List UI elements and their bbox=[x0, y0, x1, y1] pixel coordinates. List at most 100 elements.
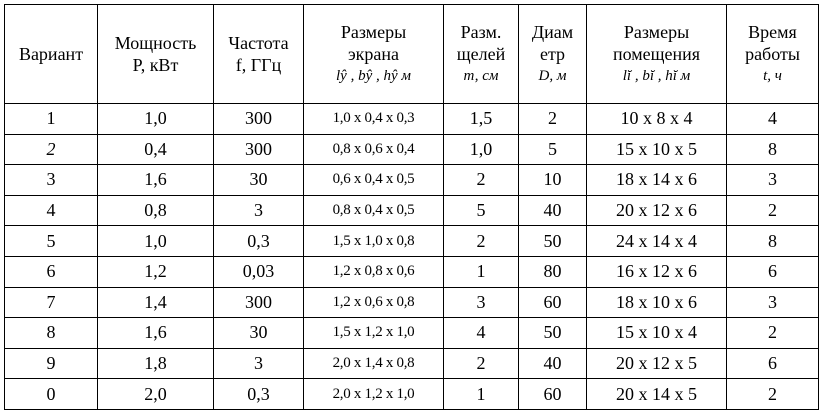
table-cell: 1,0 bbox=[443, 133, 519, 166]
table-cell: 18 x 10 x 6 bbox=[586, 286, 727, 319]
table-cell: 1 bbox=[443, 378, 519, 410]
table-cell: 16 x 12 x 6 bbox=[586, 255, 727, 288]
table-cell: 2 bbox=[443, 347, 519, 380]
header-line: P, кВт bbox=[132, 55, 179, 75]
header-cell: Время работы t, ч bbox=[726, 4, 819, 104]
table-cell: 20 x 12 x 5 bbox=[586, 347, 727, 380]
table-cell: 8 bbox=[726, 225, 819, 257]
table-cell: 8 bbox=[726, 133, 819, 166]
table-cell: 1,6 bbox=[97, 317, 214, 349]
table-cell: 2,0 x 1,4 x 0,8 bbox=[303, 347, 444, 380]
table-cell: 2 bbox=[726, 378, 819, 410]
table-cell: 0,8 x 0,4 x 0,5 bbox=[303, 194, 444, 227]
header-cell: Мощность P, кВт bbox=[97, 4, 214, 104]
table-cell: 0,8 x 0,6 x 0,4 bbox=[303, 133, 444, 166]
header-line: Частота bbox=[228, 33, 289, 53]
table-cell: 20 x 12 x 6 bbox=[586, 194, 727, 227]
table-cell: 2 bbox=[443, 225, 519, 257]
table-cell: 5 bbox=[4, 225, 98, 257]
table-cell: 0,3 bbox=[213, 225, 304, 257]
table-cell: 2 bbox=[726, 194, 819, 227]
table-cell: 0,4 bbox=[97, 133, 214, 166]
header-line: помещения bbox=[612, 44, 701, 64]
table-cell: 4 bbox=[726, 103, 819, 135]
header-cell: Размеры помещения lĭ , bĭ , hĭ м bbox=[586, 4, 727, 104]
table-cell: 6 bbox=[4, 255, 98, 288]
table-header: Вариант Мощность P, кВт Частота f, ГГц Размер… bbox=[4, 4, 819, 104]
table-cell: 20 x 14 x 5 bbox=[586, 378, 727, 410]
header-cell: Разм. щелей т, см bbox=[443, 4, 519, 104]
table-cell: 15 x 10 x 5 bbox=[586, 133, 727, 166]
variant-table: Вариант Мощность P, кВт Частота f, ГГц Размер… bbox=[4, 4, 819, 410]
table-cell: 3 bbox=[726, 164, 819, 196]
table-cell: 300 bbox=[213, 133, 304, 166]
table-cell: 40 bbox=[518, 347, 587, 380]
table-cell: 1 bbox=[443, 255, 519, 288]
table-cell: 0 bbox=[4, 378, 98, 410]
table-cell: 9 bbox=[4, 347, 98, 380]
table-body: 1 1,0 300 1,0 x 0,4 x 0,3 1,5 2 10 x 8 x 4 4 2 0,… bbox=[4, 103, 819, 410]
table-cell: 3 bbox=[213, 194, 304, 227]
table-cell: 1,5 x 1,2 x 1,0 bbox=[303, 317, 444, 349]
table-cell: 80 bbox=[518, 255, 587, 288]
table-cell: 2 bbox=[443, 164, 519, 196]
table-cell: 1,5 x 1,0 x 0,8 bbox=[303, 225, 444, 257]
table-cell: 4 bbox=[4, 194, 98, 227]
header-line: Время bbox=[748, 22, 797, 42]
table-cell: 300 bbox=[213, 103, 304, 135]
header-line: т, см bbox=[463, 68, 499, 84]
header-line: щелей bbox=[456, 44, 506, 64]
table-cell: 10 bbox=[518, 164, 587, 196]
table-cell: 50 bbox=[518, 225, 587, 257]
table-cell: 1,2 x 0,8 x 0,6 bbox=[303, 255, 444, 288]
table-cell: 1,4 bbox=[97, 286, 214, 319]
table-cell: 6 bbox=[726, 347, 819, 380]
table-cell: 0,3 bbox=[213, 378, 304, 410]
table-cell: 50 bbox=[518, 317, 587, 349]
table-cell: 15 x 10 x 4 bbox=[586, 317, 727, 349]
header-cell: Размеры экрана lŷ , bŷ , hŷ м bbox=[303, 4, 444, 104]
header-line: f, ГГц bbox=[235, 55, 282, 75]
table-cell: 5 bbox=[443, 194, 519, 227]
table-cell: 3 bbox=[4, 164, 98, 196]
table-cell: 40 bbox=[518, 194, 587, 227]
table-cell: 5 bbox=[518, 133, 587, 166]
table-cell: 0,03 bbox=[213, 255, 304, 288]
header-line: етр bbox=[539, 44, 566, 64]
header-line: Разм. bbox=[460, 22, 502, 42]
table-cell: 10 x 8 x 4 bbox=[586, 103, 727, 135]
header-line: Вариант bbox=[18, 44, 84, 64]
table-cell: 2 bbox=[4, 133, 98, 166]
header-line: Размеры bbox=[623, 22, 690, 42]
table-cell: 1,0 bbox=[97, 225, 214, 257]
header-cell: Диам етр D, м bbox=[518, 4, 587, 104]
header-line: D, м bbox=[538, 68, 567, 84]
table-cell: 1,0 bbox=[97, 103, 214, 135]
table-cell: 1,5 bbox=[443, 103, 519, 135]
table-cell: 2,0 bbox=[97, 378, 214, 410]
header-line: Размеры bbox=[340, 22, 407, 42]
header-line: экрана bbox=[347, 44, 400, 64]
table-cell: 3 bbox=[213, 347, 304, 380]
table-cell: 3 bbox=[443, 286, 519, 319]
header-cell: Вариант bbox=[4, 4, 98, 104]
table-cell: 30 bbox=[213, 317, 304, 349]
header-cell: Частота f, ГГц bbox=[213, 4, 304, 104]
table-cell: 7 bbox=[4, 286, 98, 319]
header-line: Мощность bbox=[114, 33, 197, 53]
table-cell: 30 bbox=[213, 164, 304, 196]
table-cell: 0,6 x 0,4 x 0,5 bbox=[303, 164, 444, 196]
table-cell: 2 bbox=[518, 103, 587, 135]
table-cell: 8 bbox=[4, 317, 98, 349]
table-cell: 1,8 bbox=[97, 347, 214, 380]
table-cell: 1,2 x 0,6 x 0,8 bbox=[303, 286, 444, 319]
table-cell: 60 bbox=[518, 378, 587, 410]
